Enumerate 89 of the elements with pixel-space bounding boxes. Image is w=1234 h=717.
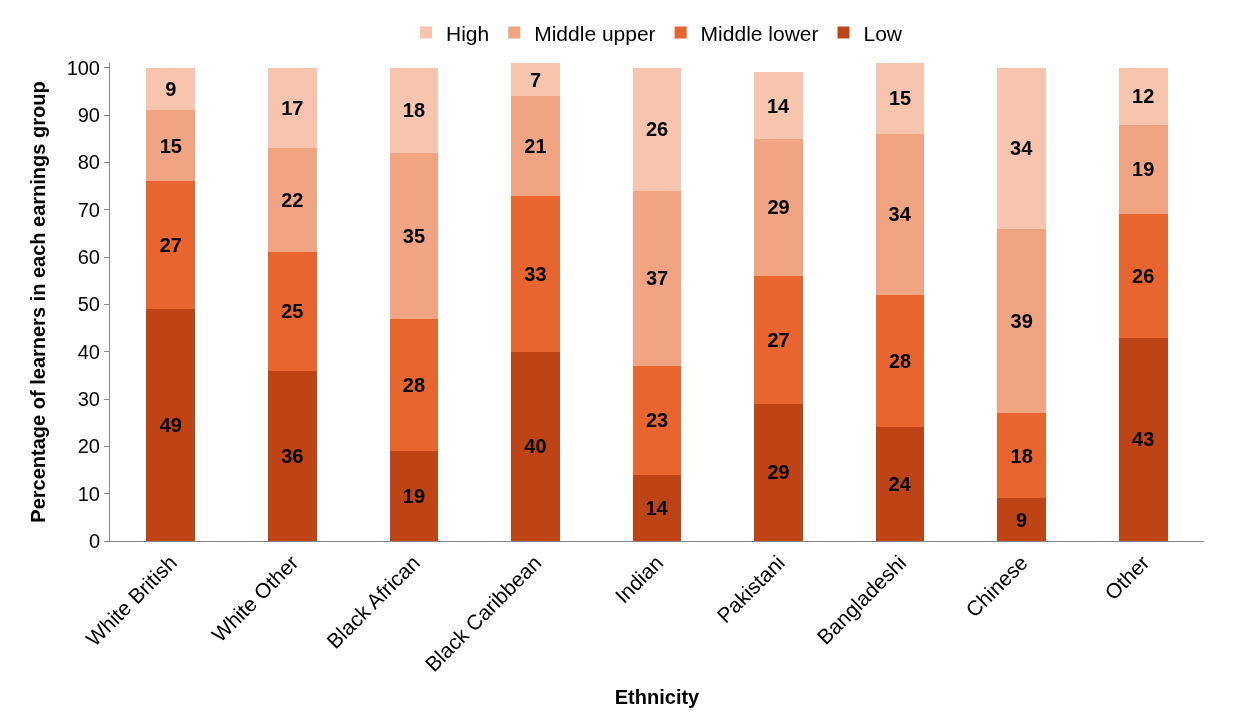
data-label: 27 xyxy=(767,328,790,351)
bar xyxy=(389,67,439,153)
bar xyxy=(875,63,925,134)
bar xyxy=(632,474,682,541)
y-tick-label: 60 xyxy=(77,246,100,269)
data-label: 35 xyxy=(402,224,426,247)
data-label: 18 xyxy=(1010,444,1033,467)
data-label: 19 xyxy=(402,485,426,508)
data-label: 9 xyxy=(1016,508,1028,531)
bar xyxy=(632,67,682,191)
data-label: 27 xyxy=(159,234,182,257)
bar xyxy=(754,138,803,276)
data-label: 28 xyxy=(888,350,912,373)
bar xyxy=(1118,214,1168,338)
data-label: 28 xyxy=(402,373,426,396)
bar xyxy=(632,365,682,475)
bar xyxy=(389,451,439,541)
bar xyxy=(997,228,1046,414)
y-tick-label: 40 xyxy=(77,340,100,363)
bar xyxy=(754,403,803,541)
data-label: 29 xyxy=(767,461,790,484)
bar xyxy=(754,72,803,139)
legend-label: Middle upper xyxy=(534,21,656,45)
bar xyxy=(754,275,803,404)
legend-label: High xyxy=(446,21,490,45)
y-tick-label: 10 xyxy=(77,482,100,505)
bar xyxy=(997,67,1046,229)
data-label: 21 xyxy=(524,134,547,157)
bar xyxy=(1118,67,1168,125)
data-label: 12 xyxy=(1132,85,1155,108)
data-label: 17 xyxy=(281,96,304,119)
x-axis-title: Ethnicity xyxy=(614,686,701,709)
data-label: 14 xyxy=(766,94,791,117)
bar xyxy=(268,67,317,149)
data-label: 15 xyxy=(159,134,182,157)
data-label: 19 xyxy=(1132,158,1155,181)
bar xyxy=(511,195,560,352)
bar xyxy=(1118,124,1168,215)
legend-label: Middle lower xyxy=(700,21,819,45)
data-label: 7 xyxy=(529,68,542,91)
bar xyxy=(268,370,317,541)
bar xyxy=(875,294,925,428)
y-tick-label: 90 xyxy=(77,104,100,127)
bar xyxy=(632,190,682,366)
data-label: 36 xyxy=(281,444,304,467)
data-label: 15 xyxy=(888,87,912,110)
data-label: 26 xyxy=(645,118,669,141)
data-label: 24 xyxy=(888,473,912,496)
data-label: 9 xyxy=(165,78,177,101)
data-label: 43 xyxy=(1132,428,1155,451)
y-tick-label: 100 xyxy=(66,56,100,79)
data-label: 25 xyxy=(281,300,304,323)
data-label: 29 xyxy=(767,196,790,219)
data-label: 37 xyxy=(645,267,669,290)
y-tick-label: 80 xyxy=(77,151,100,174)
y-axis-title: Percentage of learners in each earnings group xyxy=(27,81,50,523)
y-tick-label: 30 xyxy=(77,388,100,411)
bar xyxy=(146,67,196,111)
bar xyxy=(875,133,925,295)
data-label: 18 xyxy=(402,99,426,122)
data-label: 26 xyxy=(1132,264,1155,287)
data-label: 22 xyxy=(281,189,304,212)
data-label: 34 xyxy=(1010,137,1034,160)
data-label: 23 xyxy=(645,409,669,432)
bar xyxy=(997,498,1046,541)
bar xyxy=(511,96,560,196)
bar xyxy=(146,309,196,541)
data-label: 34 xyxy=(888,203,912,226)
legend-label: Low xyxy=(863,21,903,45)
bar xyxy=(511,351,560,541)
y-tick-label: 20 xyxy=(77,435,100,458)
y-tick-label: 50 xyxy=(77,293,100,316)
bar xyxy=(146,181,196,310)
data-label: 49 xyxy=(159,414,182,437)
bar xyxy=(268,148,317,253)
bar xyxy=(146,110,196,182)
bar xyxy=(268,252,317,371)
y-tick-label: 70 xyxy=(77,198,100,221)
y-tick-label: 0 xyxy=(88,530,100,552)
bar xyxy=(389,152,439,319)
data-label: 39 xyxy=(1010,309,1033,332)
data-label: 33 xyxy=(524,262,547,285)
bar xyxy=(875,427,925,541)
bar xyxy=(389,318,439,452)
bar xyxy=(997,413,1046,499)
bar xyxy=(1118,337,1168,541)
bar xyxy=(511,63,560,97)
data-label: 14 xyxy=(645,496,669,519)
data-label: 40 xyxy=(524,435,547,458)
